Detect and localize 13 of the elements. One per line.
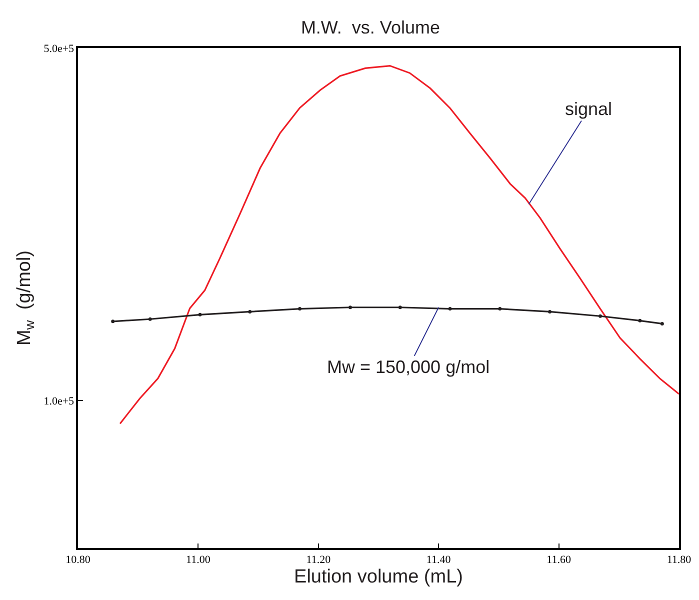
x-tick-label: 10.80 — [66, 554, 91, 566]
annotation: signal — [565, 99, 612, 119]
chart-title: M.W. vs. Volume — [300, 18, 440, 38]
x-tick-label: 11.80 — [666, 554, 692, 566]
x-tick-label: 11.40 — [426, 554, 452, 566]
line-series — [119, 64, 679, 424]
x-axis-title: Elution volume (mL) — [294, 566, 463, 588]
y-tick-label: 5.0e+5 — [44, 42, 75, 55]
x-tick-label: 11.00 — [186, 554, 211, 566]
x-tick-label: 11.20 — [306, 554, 332, 566]
annotation: Mw = 150,000 g/mol — [327, 357, 490, 377]
x-tick-label: 11.60 — [546, 554, 572, 566]
y-tick-label: 1.0e+5 — [44, 395, 75, 408]
